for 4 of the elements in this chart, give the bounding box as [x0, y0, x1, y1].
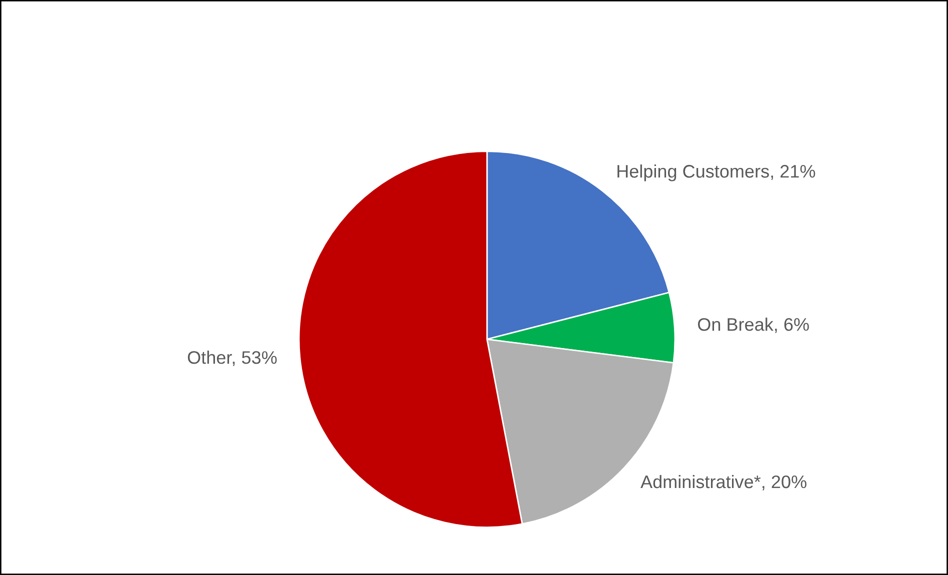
slice-label: Administrative*, 20% — [640, 474, 806, 490]
slice-label: Helping Customers, 21% — [618, 164, 816, 182]
slice-label: On Break, 6% — [698, 318, 809, 334]
slice-label: Other, 53% — [188, 350, 277, 366]
